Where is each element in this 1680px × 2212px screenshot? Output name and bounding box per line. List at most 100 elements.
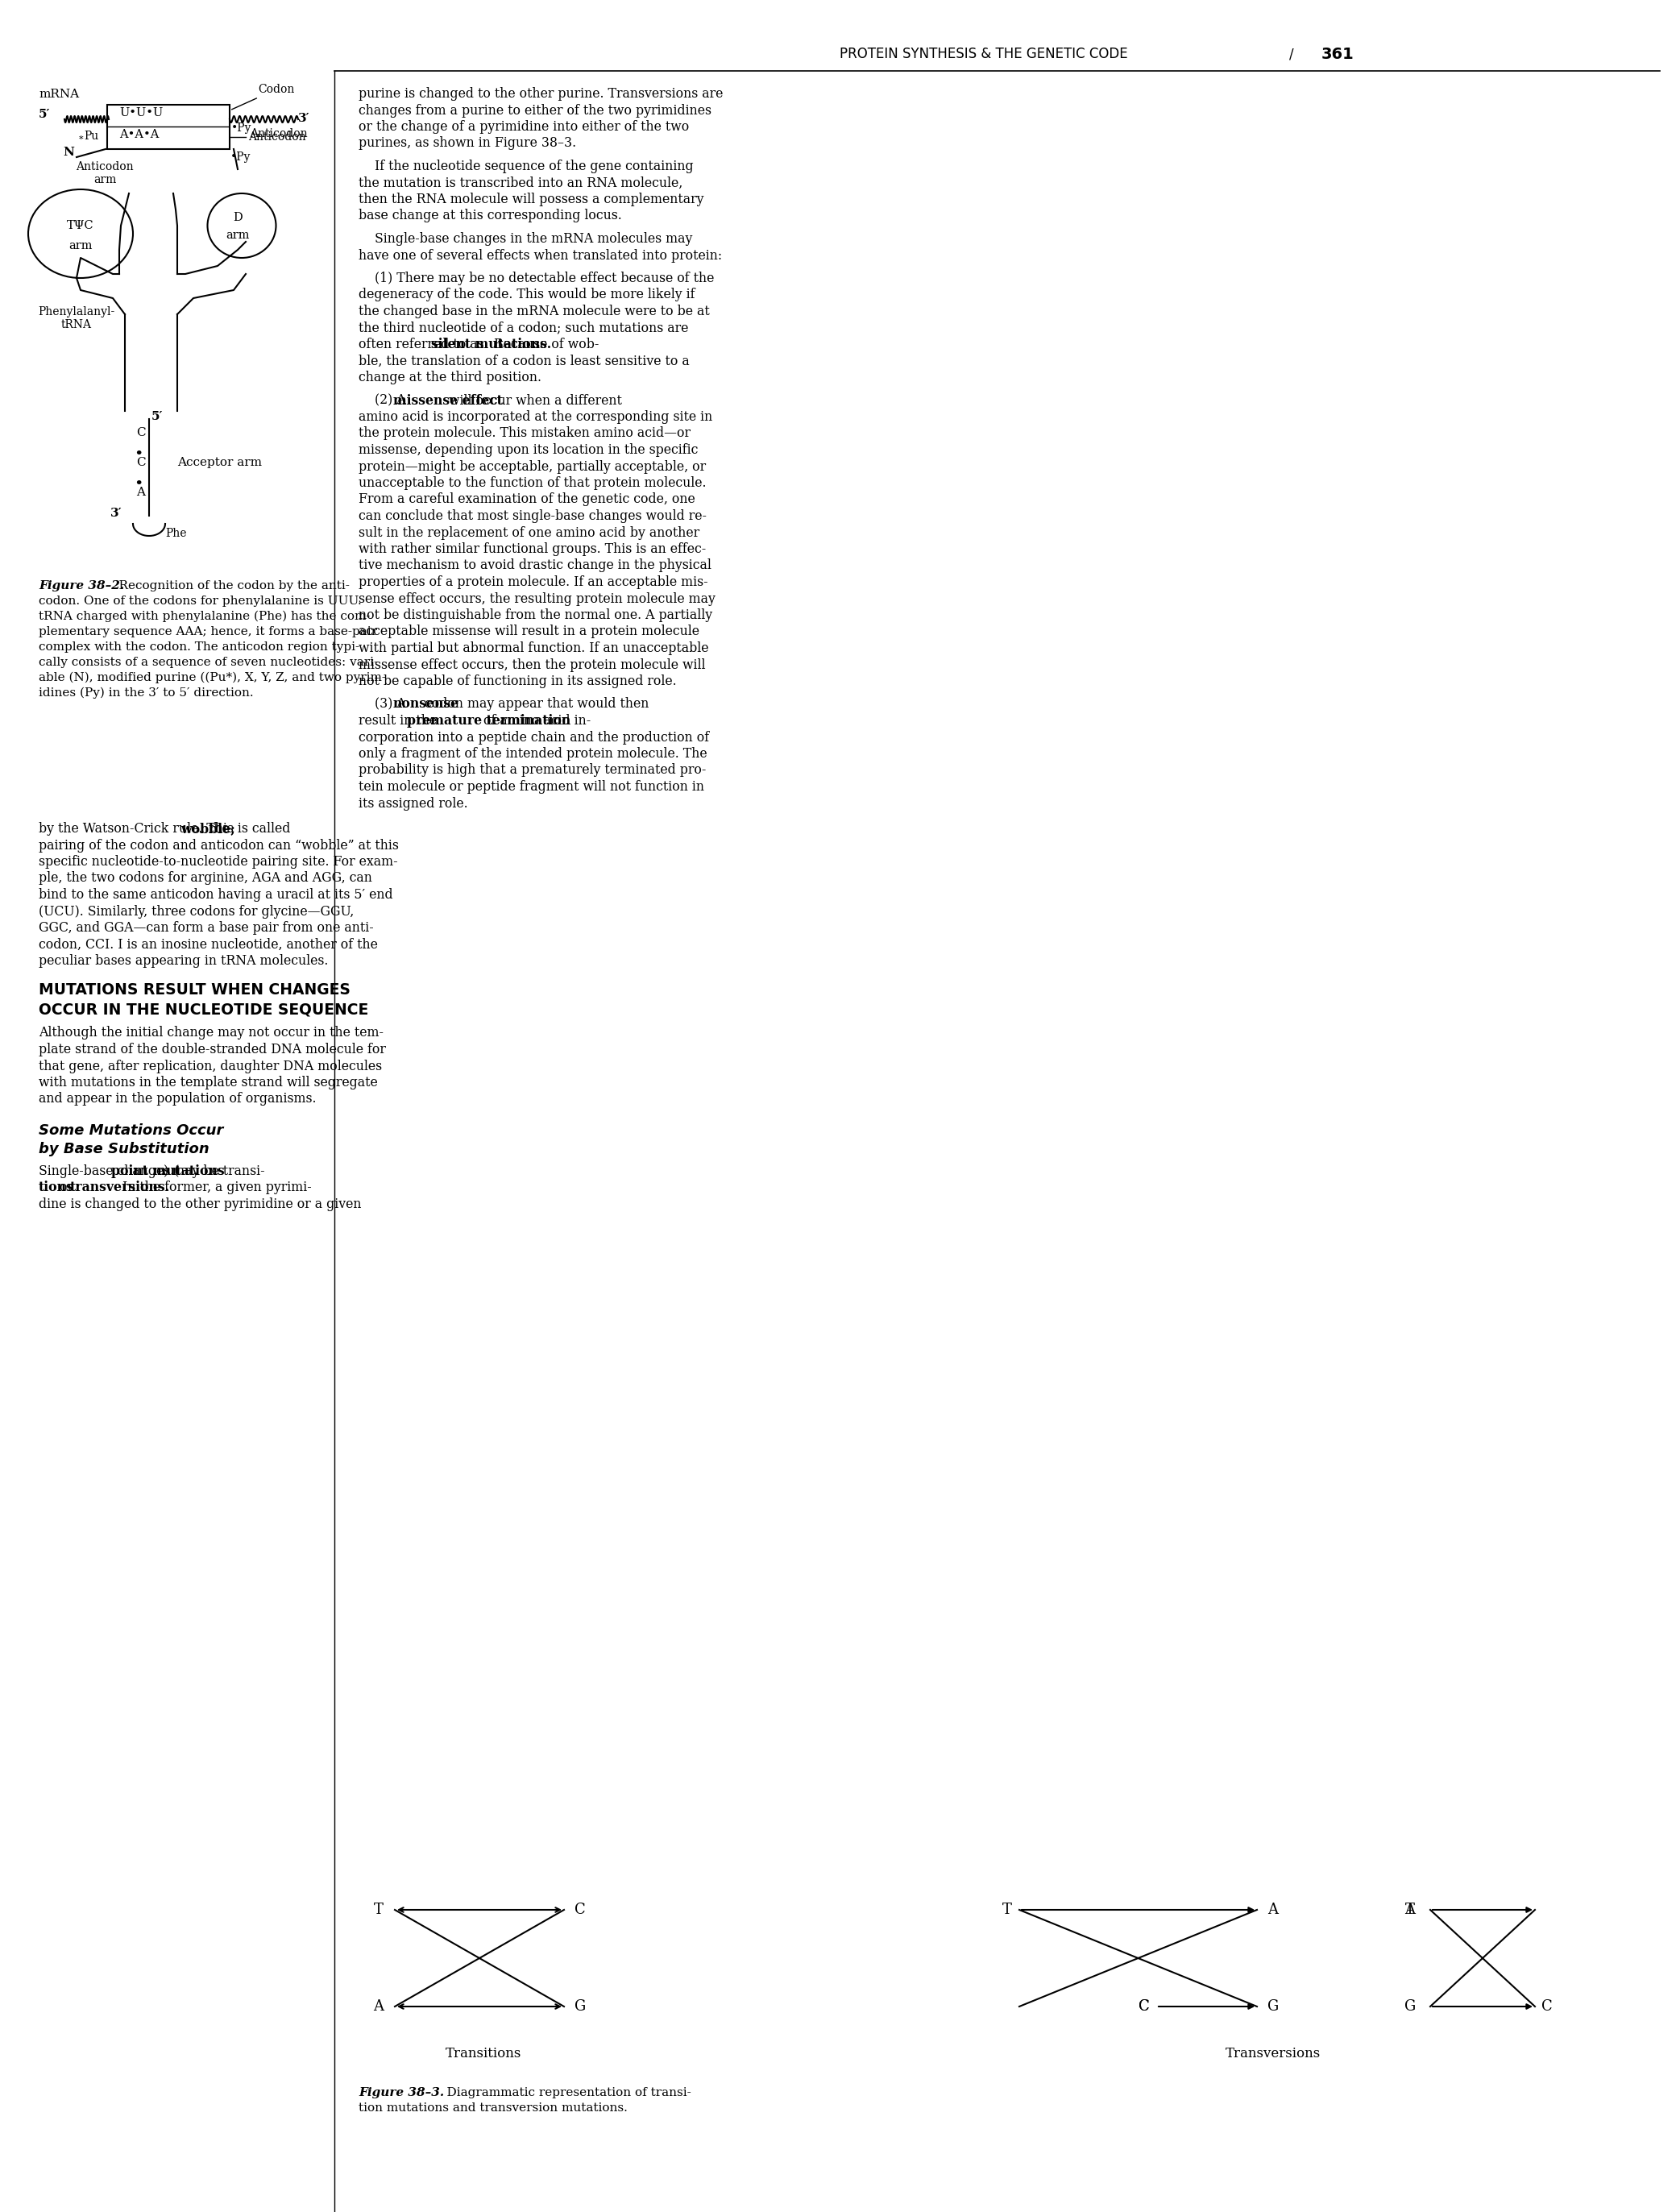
Text: If the nucleotide sequence of the gene containing: If the nucleotide sequence of the gene c…: [358, 159, 694, 173]
Text: (UCU). Similarly, three codons for glycine—GGU,: (UCU). Similarly, three codons for glyci…: [39, 905, 354, 918]
Text: properties of a protein molecule. If an acceptable mis-: properties of a protein molecule. If an …: [358, 575, 707, 588]
Text: silent mutations.: silent mutations.: [432, 338, 551, 352]
Text: dine is changed to the other pyrimidine or a given: dine is changed to the other pyrimidine …: [39, 1197, 361, 1212]
Text: T: T: [1404, 1902, 1415, 1918]
Text: the protein molecule. This mistaken amino acid—or: the protein molecule. This mistaken amin…: [358, 427, 690, 440]
Text: plementary sequence AAA; hence, it forms a base-pair: plementary sequence AAA; hence, it forms…: [39, 626, 376, 637]
Text: changes from a purine to either of the two pyrimidines: changes from a purine to either of the t…: [358, 104, 712, 117]
Text: not be capable of functioning in its assigned role.: not be capable of functioning in its ass…: [358, 675, 677, 688]
Text: missense, depending upon its location in the specific: missense, depending upon its location in…: [358, 442, 699, 458]
Text: A: A: [1268, 1902, 1278, 1918]
Text: 5′: 5′: [151, 411, 163, 422]
Text: arm: arm: [69, 241, 92, 252]
Text: its assigned role.: its assigned role.: [358, 796, 467, 810]
Text: Figure 38–2.: Figure 38–2.: [39, 580, 124, 591]
Text: by the Watson-Crick rule. This is called: by the Watson-Crick rule. This is called: [39, 823, 294, 836]
Text: can conclude that most single-base changes would re-: can conclude that most single-base chang…: [358, 509, 707, 522]
Text: T: T: [375, 1902, 383, 1918]
FancyBboxPatch shape: [108, 104, 230, 148]
Text: protein—might be acceptable, partially acceptable, or: protein—might be acceptable, partially a…: [358, 460, 706, 473]
Text: 3′: 3′: [111, 509, 123, 520]
Text: A•A•A: A•A•A: [119, 128, 160, 139]
Text: Because of wob-: Because of wob-: [491, 338, 600, 352]
Text: ple, the two codons for arginine, AGA and AGG, can: ple, the two codons for arginine, AGA an…: [39, 872, 373, 885]
Text: complex with the codon. The anticodon region typi-: complex with the codon. The anticodon re…: [39, 641, 360, 653]
Text: C: C: [1542, 2000, 1552, 2013]
Text: Some Mutations Occur: Some Mutations Occur: [39, 1124, 223, 1137]
Text: corporation into a peptide chain and the production of: corporation into a peptide chain and the…: [358, 730, 709, 743]
Text: purines, as shown in Figure 38–3.: purines, as shown in Figure 38–3.: [358, 137, 576, 150]
Text: 361: 361: [1322, 46, 1354, 62]
Text: missense effect: missense effect: [393, 394, 502, 407]
Text: mRNA: mRNA: [39, 88, 79, 100]
Text: /: /: [1289, 46, 1294, 62]
Text: G: G: [1267, 2000, 1278, 2013]
Text: the third nucleotide of a codon; such mutations are: the third nucleotide of a codon; such mu…: [358, 321, 689, 334]
Text: base change at this corresponding locus.: base change at this corresponding locus.: [358, 210, 622, 223]
Text: C: C: [136, 427, 146, 438]
Text: N: N: [62, 146, 74, 157]
Text: •: •: [134, 447, 143, 462]
Ellipse shape: [29, 190, 133, 279]
Text: wobble;: wobble;: [180, 823, 235, 836]
Text: G: G: [575, 2000, 586, 2013]
Text: (2) A: (2) A: [358, 394, 410, 407]
Text: Single-base changes (: Single-base changes (: [39, 1164, 180, 1179]
Text: Acceptor arm: Acceptor arm: [178, 458, 262, 469]
Text: plate strand of the double-stranded DNA molecule for: plate strand of the double-stranded DNA …: [39, 1042, 386, 1057]
Text: result in the: result in the: [358, 714, 440, 728]
Text: idines (Py) in the 3′ to 5′ direction.: idines (Py) in the 3′ to 5′ direction.: [39, 688, 254, 699]
Text: sult in the replacement of one amino acid by another: sult in the replacement of one amino aci…: [358, 526, 699, 540]
Text: C: C: [575, 1902, 586, 1918]
Text: missense effect occurs, then the protein molecule will: missense effect occurs, then the protein…: [358, 657, 706, 672]
Text: Although the initial change may not occur in the tem-: Although the initial change may not occu…: [39, 1026, 383, 1040]
Text: A: A: [136, 487, 146, 498]
Text: GGC, and GGA—can form a base pair from one anti-: GGC, and GGA—can form a base pair from o…: [39, 920, 373, 936]
Text: not be distinguishable from the normal one. A partially: not be distinguishable from the normal o…: [358, 608, 712, 622]
Text: premature termination: premature termination: [407, 714, 571, 728]
Text: and appear in the population of organisms.: and appear in the population of organism…: [39, 1093, 316, 1106]
Text: with partial but abnormal function. If an unacceptable: with partial but abnormal function. If a…: [358, 641, 709, 655]
Text: only a fragment of the intended protein molecule. The: only a fragment of the intended protein …: [358, 748, 707, 761]
Text: Recognition of the codon by the anti-: Recognition of the codon by the anti-: [102, 580, 349, 591]
Text: peculiar bases appearing in tRNA molecules.: peculiar bases appearing in tRNA molecul…: [39, 953, 328, 969]
Text: sense effect occurs, the resulting protein molecule may: sense effect occurs, the resulting prote…: [358, 593, 716, 606]
Text: have one of several effects when translated into protein:: have one of several effects when transla…: [358, 248, 722, 263]
Text: nonsense: nonsense: [393, 697, 459, 710]
Text: purine is changed to the other purine. Transversions are: purine is changed to the other purine. T…: [358, 86, 722, 102]
Text: In the former, a given pyrimi-: In the former, a given pyrimi-: [118, 1181, 311, 1194]
Text: Transitions: Transitions: [445, 2046, 521, 2062]
Text: of amino acid in-: of amino acid in-: [480, 714, 591, 728]
Text: cally consists of a sequence of seven nucleotides: vari-: cally consists of a sequence of seven nu…: [39, 657, 378, 668]
Text: U•U•U: U•U•U: [119, 106, 163, 119]
Text: amino acid is incorporated at the corresponding site in: amino acid is incorporated at the corres…: [358, 409, 712, 425]
Text: C: C: [1139, 2000, 1149, 2013]
Text: arm: arm: [225, 230, 250, 241]
Text: C: C: [1139, 2000, 1149, 2013]
Text: T: T: [1003, 1902, 1011, 1918]
Text: Anticodon: Anticodon: [249, 131, 306, 142]
Text: Phe: Phe: [165, 529, 186, 540]
Text: the changed base in the mRNA molecule were to be at: the changed base in the mRNA molecule we…: [358, 305, 709, 319]
Text: •Py: •Py: [230, 150, 250, 164]
Text: G: G: [1404, 2000, 1416, 2013]
Text: that gene, after replication, daughter DNA molecules: that gene, after replication, daughter D…: [39, 1060, 381, 1073]
Text: by Base Substitution: by Base Substitution: [39, 1141, 210, 1157]
Text: MUTATIONS RESULT WHEN CHANGES: MUTATIONS RESULT WHEN CHANGES: [39, 982, 351, 998]
Text: change at the third position.: change at the third position.: [358, 372, 541, 385]
Text: degeneracy of the code. This would be more likely if: degeneracy of the code. This would be mo…: [358, 288, 696, 301]
Text: tion mutations and transversion mutations.: tion mutations and transversion mutation…: [358, 2101, 628, 2115]
Text: From a careful examination of the genetic code, one: From a careful examination of the geneti…: [358, 493, 696, 507]
Text: pairing of the codon and anticodon can “wobble” at this: pairing of the codon and anticodon can “…: [39, 838, 398, 852]
Text: the mutation is transcribed into an RNA molecule,: the mutation is transcribed into an RNA …: [358, 177, 682, 190]
Text: Pu: Pu: [84, 131, 99, 142]
Text: tive mechanism to avoid drastic change in the physical: tive mechanism to avoid drastic change i…: [358, 560, 711, 573]
Text: codon may appear that would then: codon may appear that would then: [420, 697, 648, 710]
Text: Phenylalanyl-
tRNA: Phenylalanyl- tRNA: [39, 305, 114, 330]
Text: with mutations in the template strand will segregate: with mutations in the template strand wi…: [39, 1075, 378, 1091]
Text: Anticodon
arm: Anticodon arm: [76, 161, 134, 186]
Text: (3) A: (3) A: [358, 697, 410, 710]
Text: •: •: [134, 478, 143, 491]
Text: acceptable missense will result in a protein molecule: acceptable missense will result in a pro…: [358, 626, 699, 639]
Text: tRNA charged with phenylalanine (Phe) has the com-: tRNA charged with phenylalanine (Phe) ha…: [39, 611, 370, 622]
